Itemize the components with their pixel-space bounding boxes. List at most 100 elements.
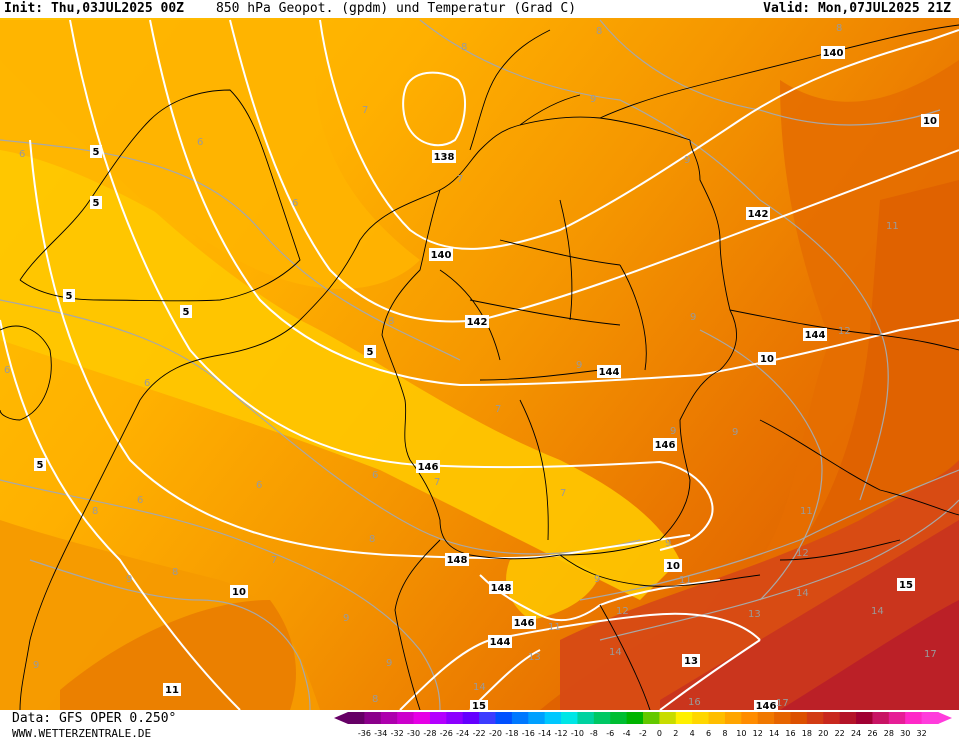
svg-text:146: 146 bbox=[655, 440, 676, 451]
geo-label: 5 bbox=[63, 289, 75, 302]
scale-swatch bbox=[610, 712, 628, 724]
svg-text:13: 13 bbox=[528, 652, 541, 663]
scale-swatch bbox=[659, 712, 677, 724]
svg-text:9: 9 bbox=[732, 427, 738, 438]
svg-text:9: 9 bbox=[684, 155, 690, 166]
scale-swatch bbox=[593, 712, 611, 724]
svg-text:6: 6 bbox=[137, 495, 143, 506]
scale-arrow-left bbox=[334, 712, 348, 724]
scale-tick-label: 16 bbox=[785, 729, 795, 738]
scale-swatch bbox=[544, 712, 562, 724]
geo-label: 146 bbox=[416, 460, 440, 473]
scale-swatch bbox=[806, 712, 824, 724]
svg-text:144: 144 bbox=[805, 330, 826, 341]
svg-text:6: 6 bbox=[19, 149, 25, 160]
svg-text:146: 146 bbox=[756, 701, 777, 710]
east-borders bbox=[729, 309, 959, 561]
geo-label: 10 bbox=[758, 352, 776, 365]
scale-tick-label: -24 bbox=[456, 729, 469, 738]
geo-label: 148 bbox=[489, 581, 513, 594]
svg-text:6: 6 bbox=[256, 480, 262, 491]
svg-text:9: 9 bbox=[33, 660, 39, 671]
scale-tick-label: 18 bbox=[802, 729, 812, 738]
geo-label: 11 bbox=[163, 683, 181, 696]
scale-tick-label: 12 bbox=[753, 729, 763, 738]
scale-tick-label: -14 bbox=[538, 729, 551, 738]
area-10-west bbox=[60, 600, 296, 710]
country-borders bbox=[0, 24, 959, 710]
scale-tick-label: 8 bbox=[722, 729, 727, 738]
svg-text:7: 7 bbox=[271, 555, 277, 566]
coastline-ireland bbox=[0, 325, 52, 421]
geo-label: 5 bbox=[34, 458, 46, 471]
scale-tick-label: 28 bbox=[884, 729, 894, 738]
svg-text:7: 7 bbox=[362, 105, 368, 116]
germany-border bbox=[381, 139, 737, 560]
scale-tick-label: -22 bbox=[473, 729, 486, 738]
geo-label: 144 bbox=[597, 365, 621, 378]
svg-text:6: 6 bbox=[144, 378, 150, 389]
scale-swatch bbox=[856, 712, 874, 724]
geo-label: 10 bbox=[921, 114, 939, 127]
geo-label: 140 bbox=[429, 248, 453, 261]
geo-label: 5 bbox=[90, 196, 102, 209]
map-title: 850 hPa Geopot. (gpdm) und Temperatur (G… bbox=[216, 1, 577, 16]
scale-tick-label: -34 bbox=[374, 729, 387, 738]
scale-swatch bbox=[429, 712, 447, 724]
coastline-baltic bbox=[599, 24, 959, 119]
alps-borders bbox=[394, 539, 761, 710]
svg-text:15: 15 bbox=[899, 580, 913, 591]
svg-text:146: 146 bbox=[418, 462, 439, 473]
scale-swatch bbox=[741, 712, 759, 724]
svg-text:9: 9 bbox=[343, 613, 349, 624]
svg-text:7: 7 bbox=[434, 477, 440, 488]
valid-time: Valid: Mon,07JUL2025 21Z bbox=[763, 1, 951, 16]
svg-text:16: 16 bbox=[688, 697, 701, 708]
svg-text:12: 12 bbox=[796, 548, 809, 559]
svg-text:12: 12 bbox=[838, 326, 851, 337]
contour-146-alps bbox=[479, 574, 721, 622]
svg-text:9: 9 bbox=[386, 658, 392, 669]
scale-swatch bbox=[495, 712, 513, 724]
scale-swatch bbox=[872, 712, 890, 724]
contour-east-low bbox=[659, 639, 761, 710]
warm-belt-west bbox=[0, 20, 420, 289]
scale-swatch bbox=[364, 712, 382, 724]
svg-text:17: 17 bbox=[776, 698, 789, 709]
svg-text:6: 6 bbox=[197, 137, 203, 148]
scale-swatch bbox=[577, 712, 595, 724]
geo-label: 142 bbox=[465, 315, 489, 328]
geo-label: 144 bbox=[488, 635, 512, 648]
weather-map: 138 140 140 142 142 144 144 144 146 146 … bbox=[0, 18, 959, 710]
svg-text:5: 5 bbox=[183, 307, 190, 318]
scale-swatch bbox=[446, 712, 464, 724]
scale-tick-label: -6 bbox=[606, 729, 614, 738]
scale-swatch bbox=[757, 712, 775, 724]
svg-text:138: 138 bbox=[434, 152, 455, 163]
scale-swatch bbox=[511, 712, 529, 724]
svg-text:148: 148 bbox=[447, 555, 468, 566]
scale-arrow-right bbox=[938, 712, 952, 724]
scale-swatch bbox=[397, 712, 415, 724]
scale-swatch bbox=[643, 712, 660, 724]
geo-label: 146 bbox=[512, 616, 536, 629]
scale-tick-label: -26 bbox=[440, 729, 453, 738]
svg-text:11: 11 bbox=[679, 575, 692, 586]
contour-148 bbox=[29, 139, 691, 560]
svg-text:9: 9 bbox=[690, 312, 696, 323]
scale-tick-label: -18 bbox=[505, 729, 518, 738]
scale-swatch bbox=[348, 712, 365, 724]
scale-tick-label: -28 bbox=[423, 729, 436, 738]
init-time: Init: Thu,03JUL2025 00Z bbox=[4, 1, 185, 16]
svg-text:8: 8 bbox=[388, 316, 394, 327]
scale-tick-label: 24 bbox=[851, 729, 861, 738]
scale-swatch bbox=[380, 712, 398, 724]
scale-swatch bbox=[528, 712, 546, 724]
scale-swatch bbox=[413, 712, 431, 724]
svg-text:9: 9 bbox=[576, 360, 582, 371]
geo-label: 146 bbox=[754, 700, 778, 710]
svg-text:8: 8 bbox=[461, 42, 467, 53]
svg-text:7: 7 bbox=[560, 488, 566, 499]
svg-text:14: 14 bbox=[871, 606, 884, 617]
svg-text:5: 5 bbox=[367, 347, 374, 358]
